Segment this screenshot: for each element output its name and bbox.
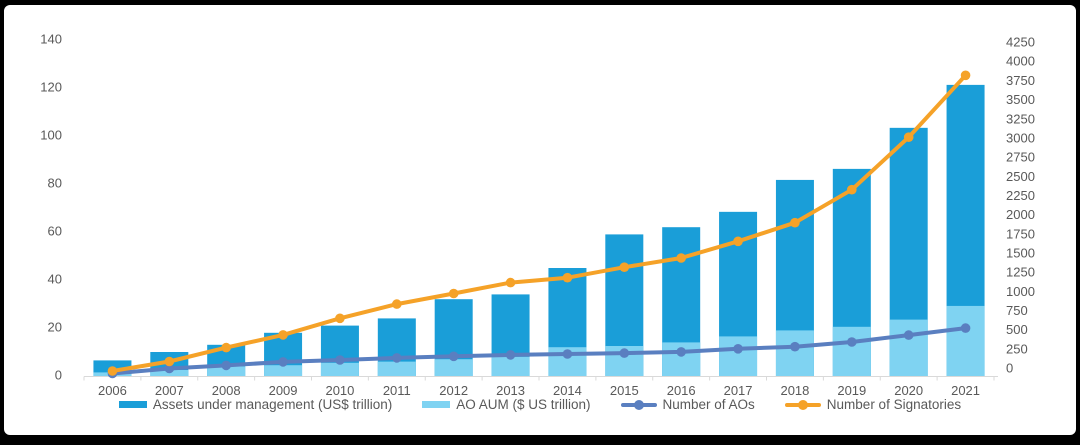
right-axis-tick-label: 500 bbox=[1006, 322, 1028, 337]
left-axis-tick-label: 100 bbox=[40, 128, 62, 143]
x-axis-labels: 2006 2007 2008 2009 2010 2011 2012 2013 2014 2015… bbox=[98, 383, 980, 398]
right-axis-tick-label: 0 bbox=[1006, 361, 1013, 376]
x-axis-label: 2007 bbox=[155, 383, 184, 398]
right-axis-tick-label: 1250 bbox=[1006, 265, 1035, 280]
left-axis-tick-label: 120 bbox=[40, 80, 62, 95]
bar-ao-aum-us-trillion-2018 bbox=[776, 330, 814, 376]
right-axis-tick-label: 4250 bbox=[1006, 35, 1035, 50]
left-axis-tick-label: 20 bbox=[48, 320, 62, 335]
point-number-of-aos-2011 bbox=[392, 353, 402, 363]
point-number-of-signatories-2016 bbox=[676, 253, 686, 263]
point-number-of-aos-2015 bbox=[620, 348, 630, 358]
point-number-of-signatories-2012 bbox=[449, 289, 459, 299]
right-axis-tick-label: 1000 bbox=[1006, 284, 1035, 299]
point-number-of-signatories-2008 bbox=[221, 343, 231, 353]
point-number-of-aos-2017 bbox=[733, 344, 743, 354]
point-number-of-aos-2009 bbox=[278, 357, 288, 367]
point-number-of-signatories-2020 bbox=[904, 132, 914, 142]
right-axis-tick-label: 3500 bbox=[1006, 92, 1035, 107]
bar-ao-aum-us-trillion-2012 bbox=[435, 359, 473, 376]
right-axis-tick-label: 2500 bbox=[1006, 169, 1035, 184]
x-axis-label: 2014 bbox=[553, 383, 582, 398]
right-axis-tick-label: 1500 bbox=[1006, 245, 1035, 260]
point-number-of-signatories-2011 bbox=[392, 299, 402, 309]
point-number-of-aos-2019 bbox=[847, 337, 857, 347]
left-axis-tick-label: 40 bbox=[48, 272, 62, 287]
bar-ao-aum-us-trillion-2011 bbox=[378, 362, 416, 376]
legend-label: AO AUM ($ US trillion) bbox=[456, 397, 590, 412]
bar-ao-aum-us-trillion-2021 bbox=[947, 306, 985, 376]
point-number-of-signatories-2021 bbox=[961, 71, 971, 81]
point-number-of-signatories-2014 bbox=[563, 273, 573, 283]
point-number-of-signatories-2015 bbox=[620, 262, 630, 272]
legend-line-swatch-icon bbox=[621, 400, 657, 410]
right-axis-tick-label: 250 bbox=[1006, 341, 1028, 356]
x-axis-label: 2015 bbox=[610, 383, 639, 398]
x-axis-label: 2018 bbox=[780, 383, 809, 398]
point-number-of-signatories-2009 bbox=[278, 330, 288, 340]
x-axis bbox=[84, 377, 998, 381]
x-axis-label: 2008 bbox=[212, 383, 241, 398]
point-number-of-signatories-2019 bbox=[847, 185, 857, 195]
point-number-of-signatories-2010 bbox=[335, 314, 345, 324]
x-axis-label: 2012 bbox=[439, 383, 468, 398]
left-axis-labels: 0 20 40 60 80 100 120 140 bbox=[40, 32, 62, 383]
x-axis-label: 2010 bbox=[325, 383, 354, 398]
point-number-of-signatories-2013 bbox=[506, 278, 516, 288]
legend-line-swatch-icon bbox=[785, 400, 821, 410]
point-number-of-aos-2020 bbox=[904, 330, 914, 340]
chart-legend: Assets under management (US$ trillion) AO… bbox=[4, 397, 1076, 412]
legend-bar-swatch-icon bbox=[422, 401, 450, 408]
point-number-of-aos-2013 bbox=[506, 350, 516, 360]
legend-item-ao-aum-us-trillion: AO AUM ($ US trillion) bbox=[422, 397, 590, 412]
bar-ao-aum-us-trillion-2020 bbox=[890, 320, 928, 376]
bar-ao-aum-us-trillion-2019 bbox=[833, 327, 871, 376]
point-number-of-signatories-2017 bbox=[733, 237, 743, 247]
right-axis-tick-label: 2000 bbox=[1006, 207, 1035, 222]
bar-ao-aum-us-trillion-2017 bbox=[719, 336, 757, 376]
left-axis-tick-label: 80 bbox=[48, 176, 62, 191]
point-number-of-aos-2008 bbox=[221, 361, 231, 371]
right-axis-tick-label: 3000 bbox=[1006, 130, 1035, 145]
x-axis-label: 2020 bbox=[894, 383, 923, 398]
left-axis-tick-label: 60 bbox=[48, 224, 62, 239]
x-axis-label: 2006 bbox=[98, 383, 127, 398]
legend-item-number-of-signatories: Number of Signatories bbox=[785, 397, 961, 412]
left-axis-tick-label: 0 bbox=[55, 368, 62, 383]
x-axis-label: 2009 bbox=[269, 383, 298, 398]
legend-label: Number of Signatories bbox=[827, 397, 961, 412]
right-axis-tick-label: 3250 bbox=[1006, 111, 1035, 126]
right-axis-tick-label: 750 bbox=[1006, 303, 1028, 318]
right-axis-tick-label: 1750 bbox=[1006, 226, 1035, 241]
point-number-of-signatories-2018 bbox=[790, 218, 800, 228]
point-number-of-signatories-2007 bbox=[165, 357, 175, 367]
x-axis-label: 2016 bbox=[667, 383, 696, 398]
point-number-of-aos-2010 bbox=[335, 355, 345, 365]
x-axis-label: 2019 bbox=[837, 383, 866, 398]
point-number-of-aos-2012 bbox=[449, 352, 459, 362]
legend-label: Number of AOs bbox=[663, 397, 755, 412]
point-number-of-signatories-2006 bbox=[108, 366, 118, 376]
right-axis-tick-label: 3750 bbox=[1006, 73, 1035, 88]
right-axis-labels: 0 250 500 750 1000 1250 1500 1750 2000 2250 2500 27… bbox=[1006, 35, 1035, 376]
legend-item-number-of-aos: Number of AOs bbox=[621, 397, 755, 412]
x-axis-label: 2021 bbox=[951, 383, 980, 398]
right-axis-tick-label: 2250 bbox=[1006, 188, 1035, 203]
x-axis-label: 2011 bbox=[383, 383, 411, 398]
right-axis-tick-label: 2750 bbox=[1006, 150, 1035, 165]
left-axis-tick-label: 140 bbox=[40, 32, 62, 47]
point-number-of-aos-2018 bbox=[790, 342, 800, 352]
x-axis-label: 2013 bbox=[496, 383, 525, 398]
legend-label: Assets under management (US$ trillion) bbox=[153, 397, 392, 412]
right-axis-tick-label: 4000 bbox=[1006, 54, 1035, 69]
legend-bar-swatch-icon bbox=[119, 401, 147, 408]
point-number-of-aos-2014 bbox=[563, 349, 573, 359]
point-number-of-aos-2016 bbox=[676, 347, 686, 357]
x-axis-label: 2017 bbox=[724, 383, 753, 398]
legend-item-assets-under-management-us-trillion: Assets under management (US$ trillion) bbox=[119, 397, 392, 412]
bar-ao-aum-us-trillion-2009 bbox=[264, 365, 302, 376]
point-number-of-aos-2021 bbox=[961, 323, 971, 333]
